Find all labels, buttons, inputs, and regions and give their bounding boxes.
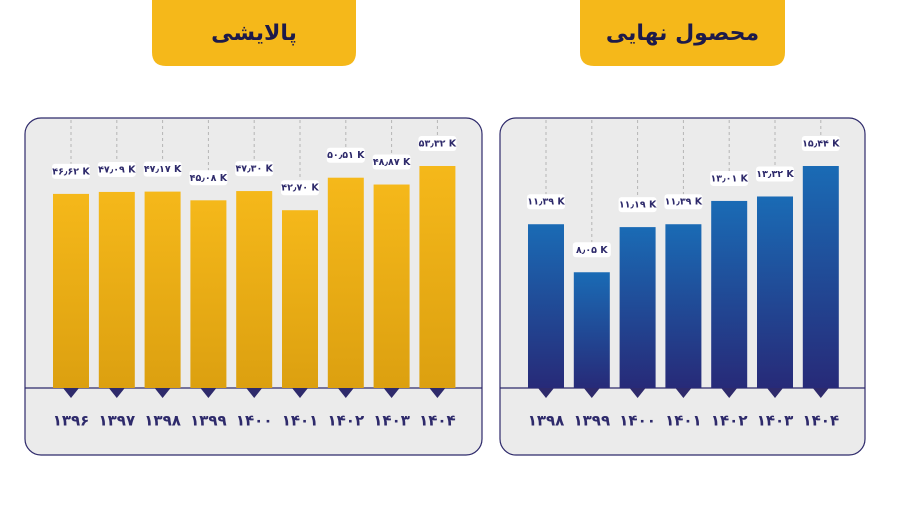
x-tick-label: ۱۴۰۲ — [711, 412, 748, 430]
x-tick-label: ۱۴۰۰ — [236, 412, 273, 430]
bar — [757, 196, 793, 388]
bar — [282, 210, 318, 388]
value-label-box — [418, 136, 457, 151]
x-tick-label: ۱۴۰۲ — [327, 412, 364, 430]
value-label: ۴۸٫۸۷ K — [373, 157, 411, 168]
marker — [629, 388, 646, 398]
bar — [528, 224, 564, 388]
marker — [721, 388, 738, 398]
marker — [337, 388, 354, 398]
value-label: ۸٫۰۵ K — [576, 245, 608, 256]
value-label: ۴۶٫۶۲ K — [52, 166, 90, 177]
value-label-box — [527, 194, 565, 210]
x-tick-label: ۱۴۰۰ — [619, 412, 656, 430]
value-label: ۱۱٫۳۹ K — [665, 197, 703, 208]
marker — [63, 388, 79, 398]
value-label: ۴۷٫۰۹ K — [98, 164, 136, 175]
marker — [812, 388, 829, 398]
value-label: ۴۲٫۷۰ K — [281, 183, 319, 194]
x-tick-label: ۱۴۰۱ — [282, 412, 319, 430]
marker — [246, 388, 263, 398]
marker — [200, 388, 217, 398]
x-tick-label: ۱۳۹۹ — [573, 412, 610, 430]
bar — [619, 227, 656, 388]
value-label-box — [372, 154, 411, 170]
value-label: ۱۳٫۳۲ K — [756, 169, 794, 180]
marker — [292, 388, 308, 398]
x-tick-label: ۱۳۹۸ — [528, 412, 565, 430]
value-label: ۱۳٫۰۱ K — [710, 173, 748, 184]
value-label-box — [189, 170, 228, 186]
value-label-box — [664, 194, 703, 210]
value-label: ۵۰٫۵۱ K — [327, 150, 365, 161]
value-label: ۱۱٫۳۹ K — [527, 197, 565, 208]
bar — [802, 166, 839, 388]
title-tab — [152, 0, 356, 66]
value-label-box — [801, 136, 840, 151]
marker — [154, 388, 171, 398]
marker — [767, 388, 783, 398]
x-tick-label: ۱۳۹۹ — [190, 412, 227, 430]
marker — [675, 388, 692, 398]
x-tick-label: ۱۳۹۷ — [98, 412, 135, 430]
value-label-box — [710, 170, 749, 186]
bar — [419, 166, 456, 388]
x-tick-label: ۱۴۰۴ — [419, 412, 456, 430]
value-label: ۴۷٫۳۰ K — [235, 164, 273, 175]
value-label: ۱۱٫۱۹ K — [619, 200, 657, 211]
value-label-box — [326, 147, 365, 163]
value-label-box — [572, 242, 611, 258]
value-label-box — [756, 166, 794, 182]
x-tick-label: ۱۴۰۴ — [802, 412, 839, 430]
chart-title: پالایشی — [211, 21, 297, 46]
x-tick-label: ۱۴۰۳ — [373, 412, 410, 430]
x-tick-label: ۱۴۰۱ — [665, 412, 702, 430]
marker — [429, 388, 446, 398]
marker — [383, 388, 400, 398]
value-label-box — [618, 197, 657, 213]
bar — [327, 177, 364, 388]
value-label: ۴۵٫۰۸ K — [190, 173, 228, 184]
bar — [190, 200, 227, 388]
bar — [53, 193, 89, 388]
x-tick-label: ۱۴۰۳ — [757, 412, 794, 430]
marker — [108, 388, 125, 398]
bar — [98, 191, 135, 388]
value-label-box — [235, 161, 274, 177]
value-label-box — [281, 180, 319, 196]
bar — [711, 200, 748, 388]
marker — [583, 388, 600, 398]
x-tick-label: ۱۳۹۸ — [144, 412, 181, 430]
value-label-box — [52, 163, 90, 179]
x-tick-label: ۱۳۹۶ — [53, 412, 90, 430]
bar — [144, 191, 181, 388]
bar — [573, 272, 610, 388]
value-label-box — [97, 161, 136, 177]
value-label: ۵۳٫۳۲ K — [419, 139, 457, 150]
value-label: ۴۷٫۱۷ K — [144, 164, 182, 175]
marker — [538, 388, 554, 398]
value-label: ۱۵٫۴۴ K — [802, 139, 840, 150]
bar — [665, 224, 702, 388]
bar — [236, 191, 273, 388]
chart-title: محصول نهایی — [606, 21, 759, 46]
title-tab — [580, 0, 785, 66]
bar — [373, 184, 410, 388]
value-label-box — [143, 161, 182, 177]
